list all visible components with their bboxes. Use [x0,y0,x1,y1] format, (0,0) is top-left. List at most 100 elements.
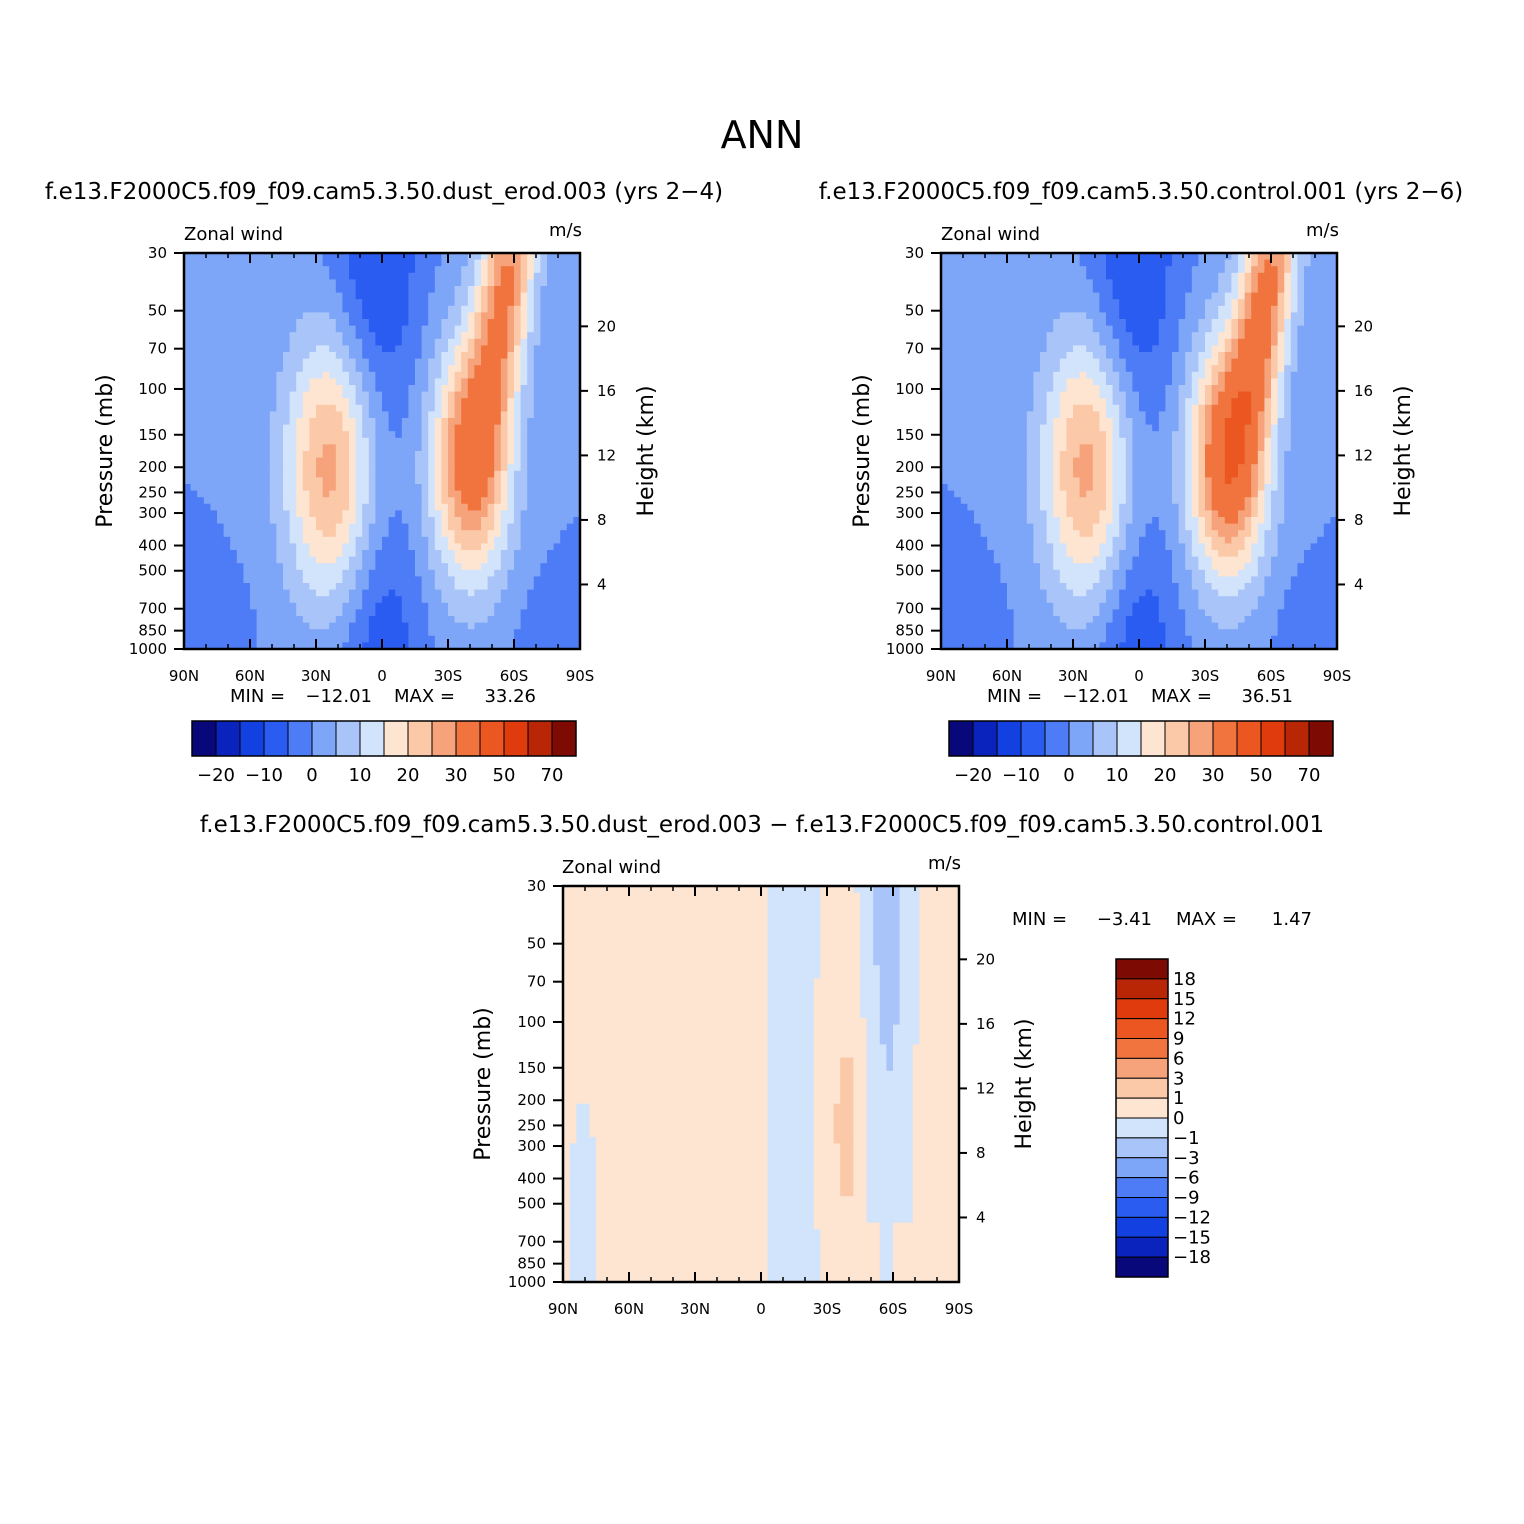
field-cell [362,589,370,597]
field-cell [388,358,396,366]
field-cell [283,596,291,604]
field-cell [1020,266,1028,274]
field-cell [428,444,436,452]
field-cell [296,503,304,511]
field-cell [276,497,284,505]
field-cell [289,312,297,320]
field-cell [395,457,403,465]
field-cell [230,437,238,445]
field-cell [481,259,489,267]
field-cell [1139,378,1147,386]
field-cell [230,332,238,340]
field-cell [514,431,522,439]
field-cell [368,312,376,320]
field-cell [256,497,264,505]
field-cell [223,576,231,584]
field-cell [230,325,238,333]
field-cell [269,253,277,261]
field-cell [401,457,409,465]
field-cell [467,431,475,439]
field-cell [527,510,535,518]
field-cell [474,490,482,498]
field-cell [481,253,489,261]
field-cell [527,312,535,320]
field-cell [448,411,456,419]
field-cell [454,365,462,373]
field-cell [296,550,304,558]
field-cell [1257,365,1265,373]
field-cell [250,332,258,340]
field-cell [1165,352,1173,360]
field-cell [223,503,231,511]
field-cell [223,292,231,300]
field-cell [296,253,304,261]
field-cell [210,305,218,313]
field-cell [1323,352,1331,360]
field-cell [184,332,192,340]
field-cell [283,437,291,445]
field-cell [520,464,528,472]
field-cell [1079,365,1087,373]
field-cell [573,576,581,584]
field-cell [1066,286,1074,294]
field-cell [1323,266,1331,274]
field-cell [533,371,541,379]
field-cell [1020,305,1028,313]
field-cell [434,391,442,399]
field-cell [210,464,218,472]
field-cell [1238,279,1246,287]
field-cell [190,510,198,518]
field-cell [401,286,409,294]
field-cell [494,345,502,353]
field-cell [388,583,396,591]
field-cell [540,523,548,531]
y-tick-label: 100 [138,380,167,398]
field-cell [375,424,383,432]
field-cell [197,609,205,617]
field-cell [520,378,528,386]
field-cell [1323,259,1331,267]
field-cell [1158,325,1166,333]
field-cell [461,602,469,610]
field-cell [500,279,508,287]
field-cell [527,444,535,452]
field-cell [368,629,376,637]
field-cell [1099,299,1107,307]
field-cell [500,338,508,346]
field-cell [316,602,324,610]
field-cell [368,622,376,630]
field-cell [243,404,251,412]
field-cell [250,563,258,571]
field-cell [210,622,218,630]
field-cell [302,385,310,393]
field-cell [283,292,291,300]
field-cell [256,569,264,577]
field-cell [980,391,988,399]
field-cell [474,510,482,518]
field-cell [500,510,508,518]
field-cell [514,602,522,610]
field-cell [494,385,502,393]
field-cell [382,292,390,300]
field-cell [197,556,205,564]
field-cell [362,378,370,386]
field-cell [1218,253,1226,261]
field-cell [190,319,198,327]
field-cell [368,325,376,333]
field-cell [1033,259,1041,267]
field-cell [481,550,489,558]
field-cell [507,365,515,373]
field-cell [296,272,304,280]
field-cell [388,332,396,340]
field-cell [527,286,535,294]
field-cell [395,550,403,558]
field-cell [428,635,436,643]
field-cell [520,629,528,637]
field-cell [1059,312,1067,320]
field-cell [230,352,238,360]
field-cell [461,431,469,439]
field-cell [547,279,555,287]
field-cell [481,510,489,518]
field-cell [448,444,456,452]
field-cell [335,253,343,261]
